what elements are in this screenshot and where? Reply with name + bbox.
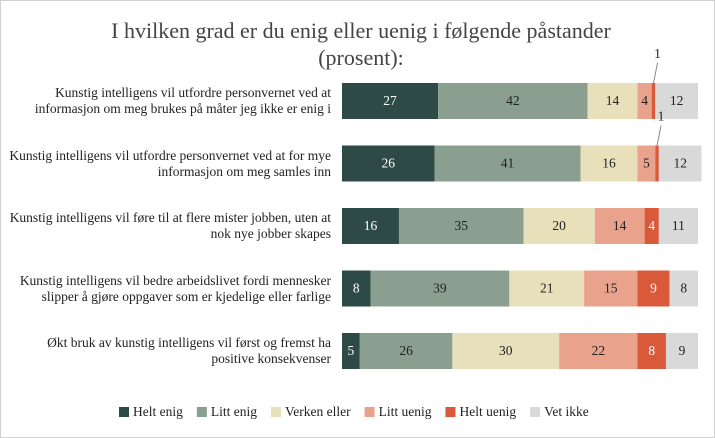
legend-swatch bbox=[119, 407, 129, 417]
leader-line bbox=[653, 62, 658, 84]
value-label: 41 bbox=[501, 156, 515, 171]
category-label: Kunstig intelligens vil utfordre personv… bbox=[34, 85, 331, 116]
value-label: 8 bbox=[353, 281, 360, 296]
value-label: 12 bbox=[670, 93, 684, 108]
bar-segment bbox=[669, 270, 698, 307]
value-label: 20 bbox=[552, 218, 566, 233]
value-label: 9 bbox=[650, 281, 657, 296]
bar-segment bbox=[342, 333, 360, 369]
legend-label: Vet ikke bbox=[544, 404, 589, 419]
legend-label: Helt enig bbox=[133, 404, 183, 419]
value-label: 8 bbox=[680, 281, 687, 296]
bar-segment bbox=[434, 145, 581, 182]
bar-segment bbox=[637, 145, 656, 182]
bar-segment bbox=[559, 333, 638, 369]
bar-segment bbox=[342, 145, 435, 182]
bar-segment bbox=[342, 208, 399, 244]
value-label: 27 bbox=[383, 93, 397, 108]
value-label: 16 bbox=[602, 156, 616, 171]
value-label: 12 bbox=[673, 156, 687, 171]
value-label: 26 bbox=[382, 156, 396, 171]
legend-swatch bbox=[271, 407, 281, 417]
bar-segment bbox=[342, 83, 439, 119]
bar-segment bbox=[655, 83, 698, 119]
legend-label: Verken eller bbox=[285, 404, 351, 419]
value-label: 8 bbox=[648, 343, 655, 358]
legend-label: Litt enig bbox=[211, 404, 257, 419]
value-label: 26 bbox=[399, 343, 413, 358]
value-label: 4 bbox=[648, 218, 655, 233]
bar-segment bbox=[637, 270, 670, 307]
bar-segment bbox=[655, 145, 659, 182]
value-label: 14 bbox=[613, 218, 627, 233]
value-label: 5 bbox=[348, 343, 355, 358]
bar-segment bbox=[587, 83, 638, 119]
value-label: 21 bbox=[540, 281, 554, 296]
bar-segment bbox=[665, 333, 698, 369]
legend-label: Litt uenig bbox=[379, 404, 432, 419]
legend-label: Helt uenig bbox=[459, 404, 516, 419]
bar-segment bbox=[509, 270, 585, 307]
leader-line bbox=[656, 125, 662, 146]
legend-swatch bbox=[196, 407, 207, 417]
bar-segment bbox=[452, 333, 560, 369]
bar-segment bbox=[644, 208, 659, 244]
bar-segment bbox=[658, 208, 698, 244]
value-label: 1 bbox=[654, 46, 661, 61]
value-label: 1 bbox=[658, 109, 665, 124]
value-label: 9 bbox=[679, 343, 686, 358]
value-label: 15 bbox=[604, 281, 618, 296]
value-label: 16 bbox=[364, 218, 378, 233]
value-label: 22 bbox=[592, 343, 606, 358]
bar-segment bbox=[584, 270, 638, 307]
value-label: 5 bbox=[643, 156, 650, 171]
bar-segment bbox=[359, 333, 453, 369]
value-label: 42 bbox=[506, 93, 520, 108]
bar-segment bbox=[658, 145, 702, 182]
bar-segment bbox=[342, 270, 371, 307]
bar-segment bbox=[651, 83, 656, 119]
value-label: 14 bbox=[606, 93, 620, 108]
value-label: 4 bbox=[641, 93, 648, 108]
bar-segment bbox=[438, 83, 588, 119]
value-label: 35 bbox=[455, 218, 469, 233]
category-label: Økt bruk av kunstig intelligens vil førs… bbox=[47, 335, 331, 366]
bar-segment bbox=[580, 145, 638, 182]
bar-segment bbox=[637, 333, 666, 369]
bar-segment bbox=[398, 208, 524, 244]
category-label: Kunstig intelligens vil utfordre personv… bbox=[9, 147, 331, 179]
bar-segment bbox=[594, 208, 645, 244]
category-label: Kunstig intelligens vil bedre arbeidsliv… bbox=[19, 272, 331, 304]
bar-segment bbox=[637, 83, 652, 119]
chart-title: I hvilken grad er du enig eller uenig i … bbox=[111, 18, 611, 70]
bar-segment bbox=[370, 270, 510, 307]
category-label: Kunstig intelligens vil føre til at fler… bbox=[9, 210, 331, 241]
legend-swatch bbox=[445, 407, 456, 417]
value-label: 11 bbox=[672, 218, 685, 233]
legend-swatch bbox=[530, 407, 541, 417]
legend-swatch bbox=[364, 407, 375, 417]
value-label: 39 bbox=[433, 281, 447, 296]
bar-segment bbox=[523, 208, 595, 244]
value-label: 30 bbox=[499, 343, 513, 358]
